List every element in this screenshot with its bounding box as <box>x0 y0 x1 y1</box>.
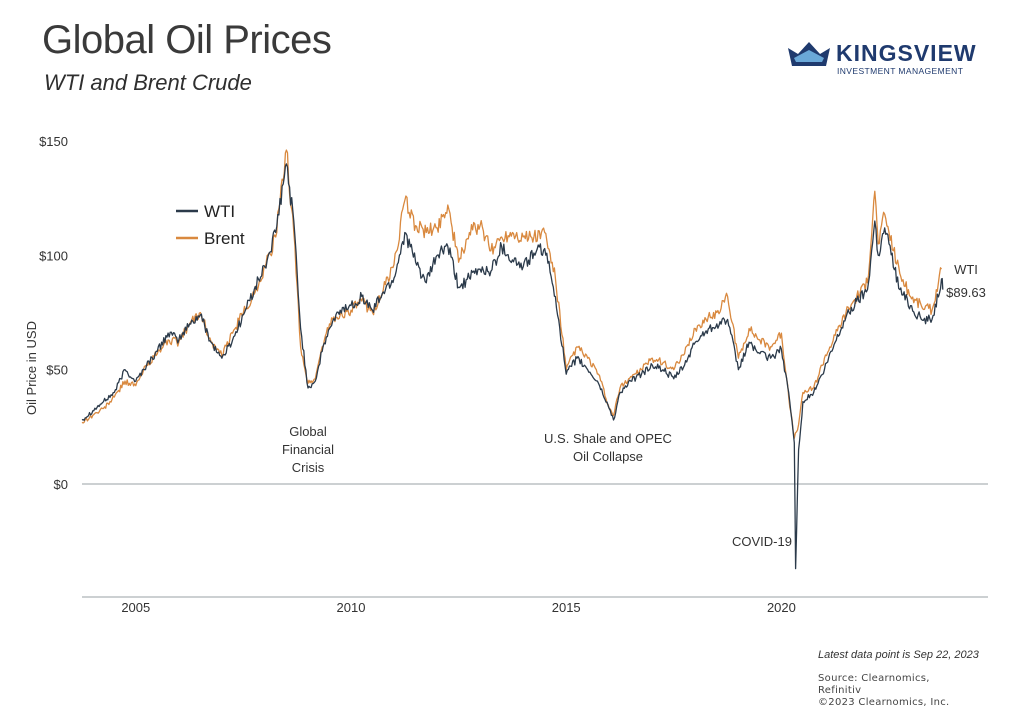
legend-label-brent: Brent <box>204 229 245 248</box>
legend-label-wti: WTI <box>204 202 235 221</box>
chart-subtitle: WTI and Brent Crude <box>44 70 252 95</box>
y-tick-label: $50 <box>46 363 68 378</box>
annotation-label: Financial <box>282 442 334 457</box>
x-tick-label: 2015 <box>552 600 581 615</box>
x-tick-label: 2020 <box>767 600 796 615</box>
end-label-value: $89.63 <box>946 285 986 300</box>
y-tick-label: $150 <box>39 134 68 149</box>
crown-icon <box>788 42 830 66</box>
annotation-label: Global <box>289 424 327 439</box>
company-logo: KINGSVIEW INVESTMENT MANAGEMENT <box>786 38 976 82</box>
source-line-1: Source: Clearnomics, <box>818 673 930 684</box>
logo-name: KINGSVIEW <box>836 40 977 66</box>
source-line-2: Refinitiv <box>818 685 862 696</box>
y-tick-label: $0 <box>54 477 68 492</box>
annotation-label: U.S. Shale and OPEC <box>544 431 672 446</box>
chart-title: Global Oil Prices <box>42 18 332 62</box>
series-line-brent <box>81 149 943 439</box>
x-tick-label: 2005 <box>121 600 150 615</box>
logo-tagline: INVESTMENT MANAGEMENT <box>837 66 964 76</box>
copyright-line: ©2023 Clearnomics, Inc. <box>818 697 950 708</box>
x-tick-label: 2010 <box>337 600 366 615</box>
annotation-label: COVID-19 <box>732 534 792 549</box>
series-line-wti <box>81 163 944 570</box>
end-label-series: WTI <box>954 262 978 277</box>
source-note: Source: Clearnomics, Refinitiv ©2023 Cle… <box>818 673 950 709</box>
annotation-label: Crisis <box>292 460 325 475</box>
latest-data-note: Latest data point is Sep 22, 2023 <box>818 649 979 661</box>
y-tick-label: $100 <box>39 248 68 263</box>
annotation-label: Oil Collapse <box>573 449 643 464</box>
y-axis-label: Oil Price in USD <box>24 321 39 415</box>
